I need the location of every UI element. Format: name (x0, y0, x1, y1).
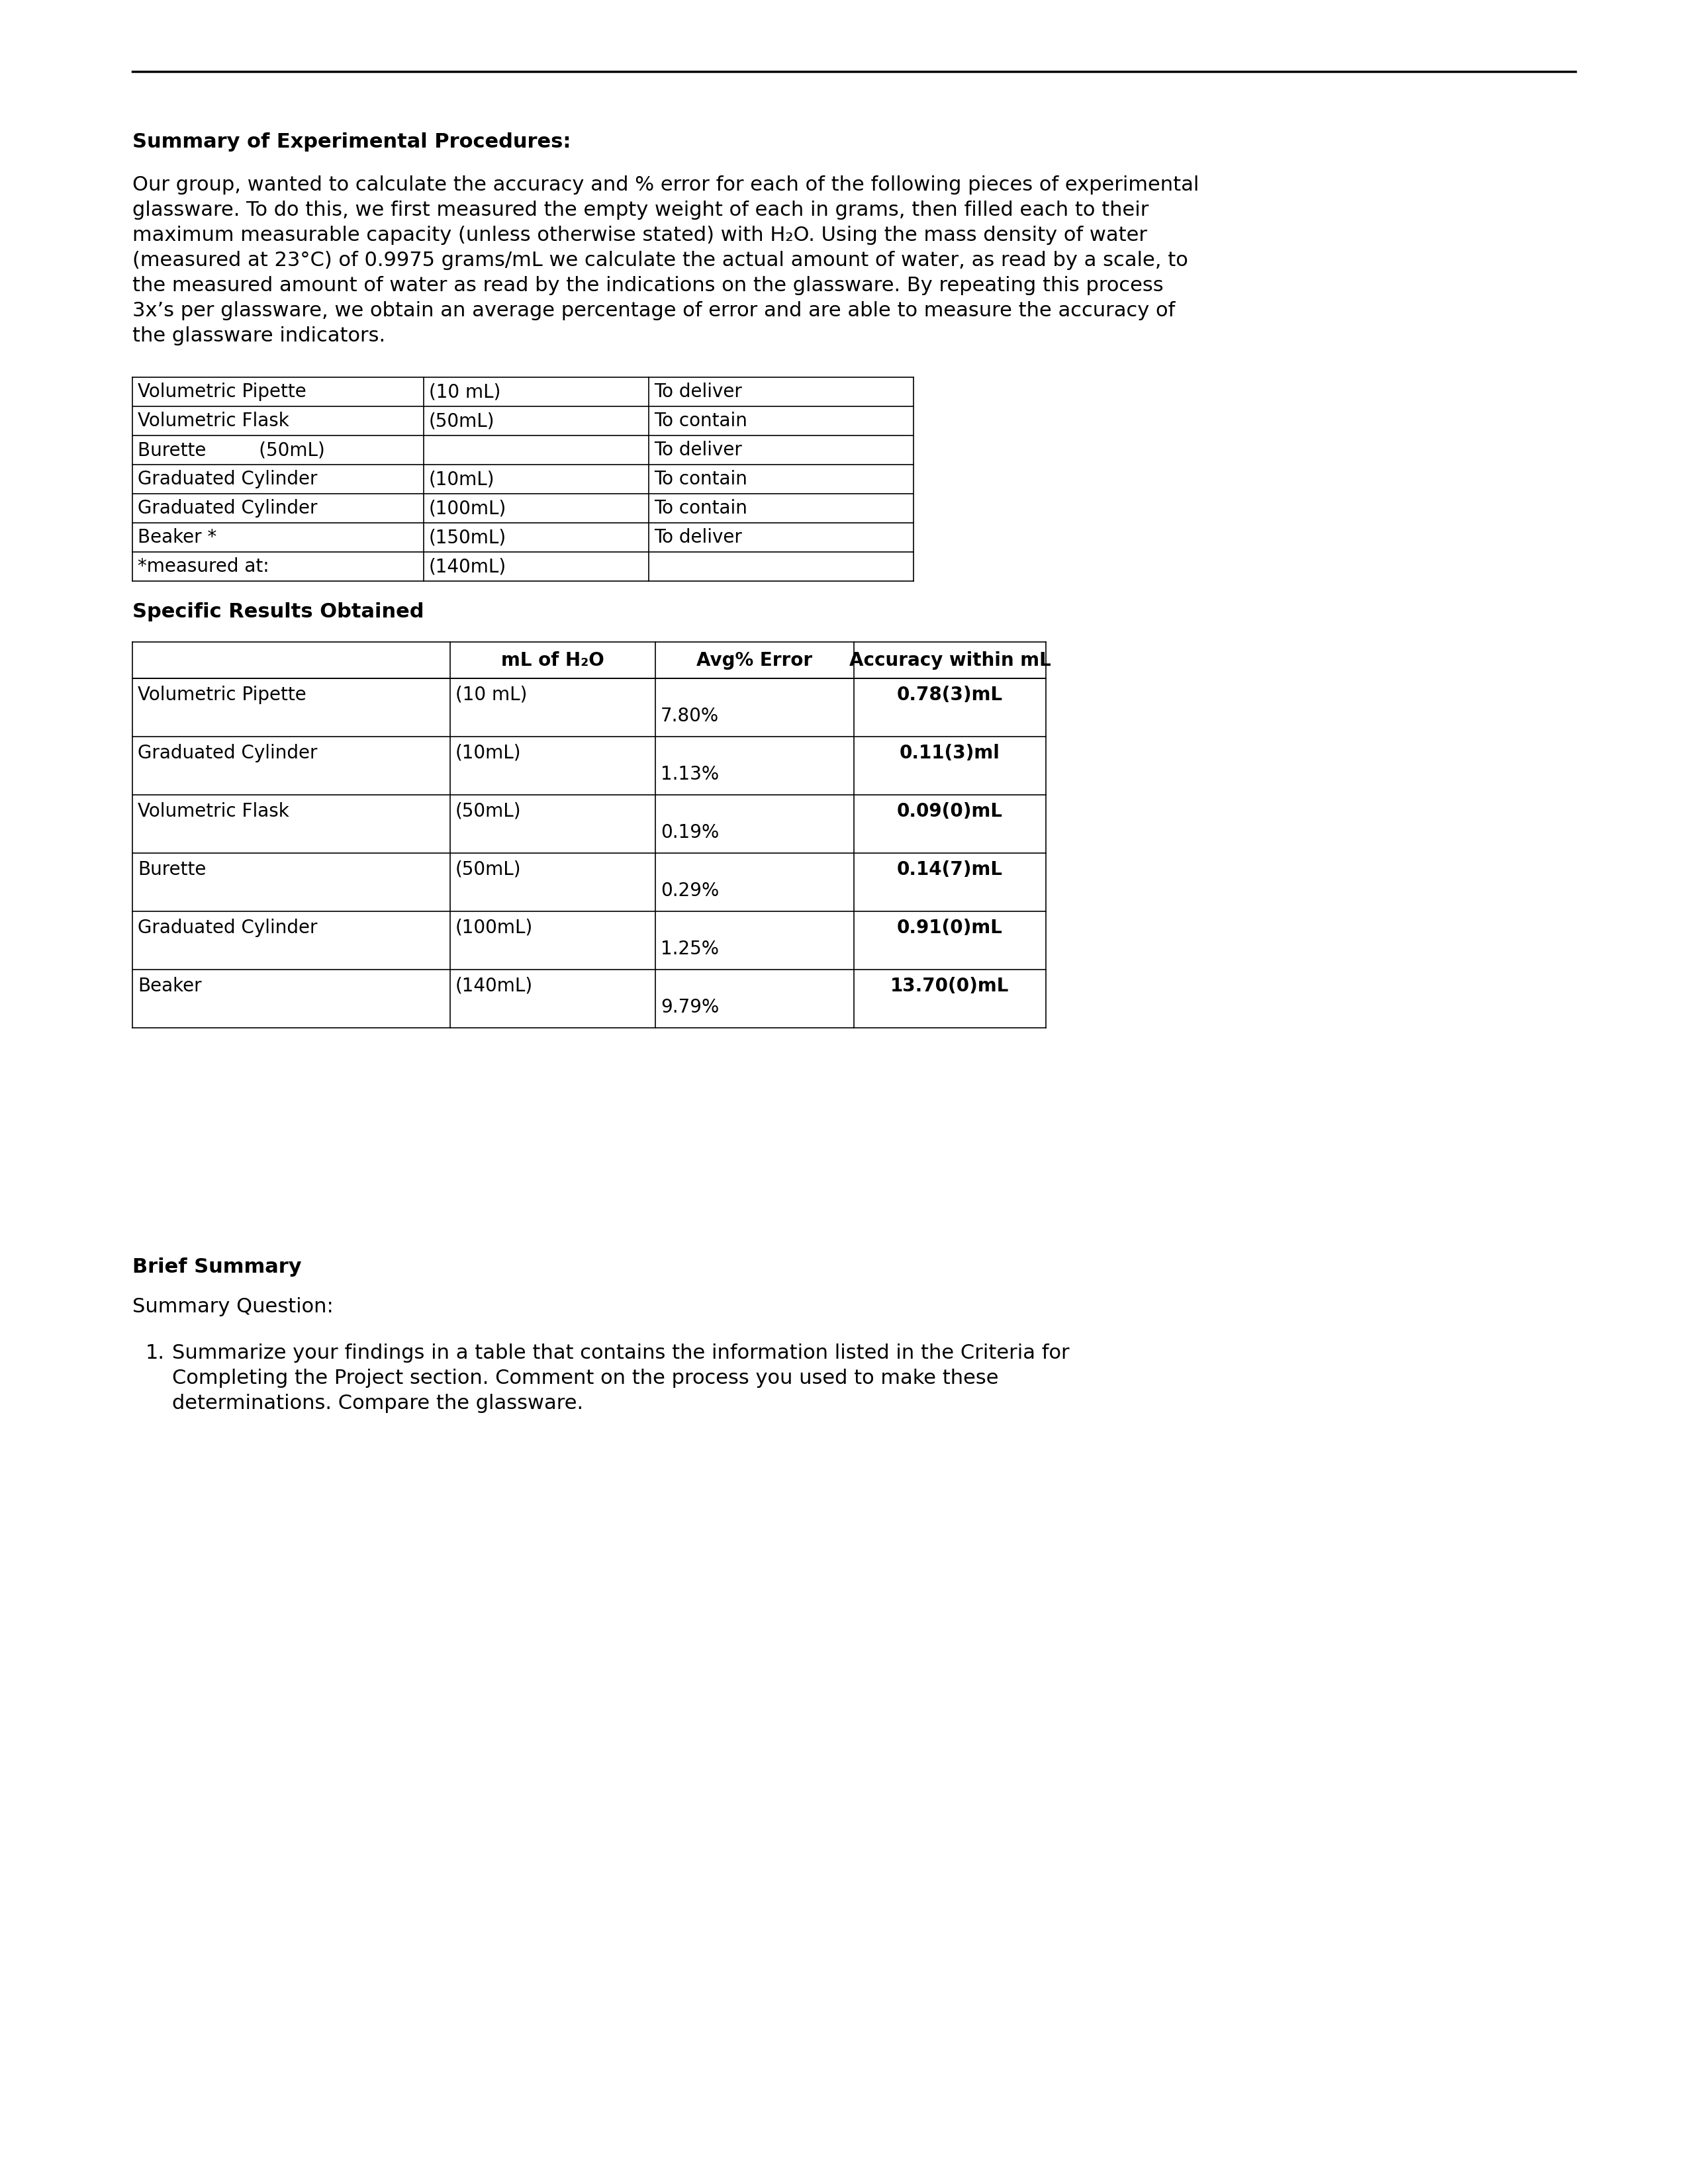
Text: (measured at 23°C) of 0.9975 grams/mL we calculate the actual amount of water, a: (measured at 23°C) of 0.9975 grams/mL we… (132, 251, 1188, 271)
Text: 1.25%: 1.25% (660, 939, 719, 959)
Text: To deliver: To deliver (653, 529, 743, 546)
Text: (50mL): (50mL) (456, 860, 522, 878)
Text: Volumetric Pipette: Volumetric Pipette (138, 382, 306, 402)
Text: (10 mL): (10 mL) (456, 686, 527, 703)
Text: Burette: Burette (138, 860, 206, 878)
Text: (100mL): (100mL) (456, 917, 533, 937)
Text: Graduated Cylinder: Graduated Cylinder (138, 917, 317, 937)
Text: Avg% Error: Avg% Error (697, 651, 812, 670)
Text: (150mL): (150mL) (429, 529, 506, 546)
Text: (50mL): (50mL) (429, 411, 495, 430)
Text: (140mL): (140mL) (456, 976, 533, 996)
Text: 13.70(0)mL: 13.70(0)mL (891, 976, 1009, 996)
Text: (50mL): (50mL) (456, 802, 522, 821)
Text: To deliver: To deliver (653, 382, 743, 402)
Text: 1.: 1. (145, 1343, 165, 1363)
Text: (140mL): (140mL) (429, 557, 506, 577)
Text: mL of H₂O: mL of H₂O (501, 651, 604, 670)
Text: 0.14(7)mL: 0.14(7)mL (896, 860, 1003, 878)
Text: Graduated Cylinder: Graduated Cylinder (138, 470, 317, 489)
Text: Completing the Project section. Comment on the process you used to make these: Completing the Project section. Comment … (172, 1369, 999, 1387)
Text: Accuracy within mL: Accuracy within mL (849, 651, 1050, 670)
Text: *measured at:: *measured at: (138, 557, 268, 577)
Text: Summarize your findings in a table that contains the information listed in the C: Summarize your findings in a table that … (172, 1343, 1070, 1363)
Text: 0.09(0)mL: 0.09(0)mL (896, 802, 1003, 821)
Text: the glassware indicators.: the glassware indicators. (132, 325, 385, 345)
Text: 7.80%: 7.80% (660, 708, 719, 725)
Text: Graduated Cylinder: Graduated Cylinder (138, 498, 317, 518)
Text: 1.13%: 1.13% (660, 764, 719, 784)
Text: 9.79%: 9.79% (660, 998, 719, 1018)
Text: 3x’s per glassware, we obtain an average percentage of error and are able to mea: 3x’s per glassware, we obtain an average… (132, 301, 1175, 321)
Text: Volumetric Flask: Volumetric Flask (138, 411, 289, 430)
Text: Our group, wanted to calculate the accuracy and % error for each of the followin: Our group, wanted to calculate the accur… (132, 175, 1198, 194)
Text: maximum measurable capacity (unless otherwise stated) with H₂O. Using the mass d: maximum measurable capacity (unless othe… (132, 225, 1148, 245)
Text: 0.29%: 0.29% (660, 882, 719, 900)
Text: 0.19%: 0.19% (660, 823, 719, 843)
Text: (100mL): (100mL) (429, 498, 506, 518)
Text: 0.91(0)mL: 0.91(0)mL (896, 917, 1003, 937)
Text: Summary of Experimental Procedures:: Summary of Experimental Procedures: (132, 133, 571, 151)
Text: 0.11(3)ml: 0.11(3)ml (900, 743, 1001, 762)
Text: (10 mL): (10 mL) (429, 382, 501, 402)
Text: 0.78(3)mL: 0.78(3)mL (896, 686, 1003, 703)
Text: To deliver: To deliver (653, 441, 743, 459)
Text: Summary Question:: Summary Question: (132, 1297, 334, 1317)
Text: the measured amount of water as read by the indications on the glassware. By rep: the measured amount of water as read by … (132, 275, 1163, 295)
Text: (10mL): (10mL) (456, 743, 522, 762)
Text: Volumetric Flask: Volumetric Flask (138, 802, 289, 821)
Text: Brief Summary: Brief Summary (132, 1258, 302, 1278)
Text: To contain: To contain (653, 470, 748, 489)
Text: glassware. To do this, we first measured the empty weight of each in grams, then: glassware. To do this, we first measured… (132, 201, 1150, 221)
Text: To contain: To contain (653, 498, 748, 518)
Text: Graduated Cylinder: Graduated Cylinder (138, 743, 317, 762)
Text: To contain: To contain (653, 411, 748, 430)
Text: Beaker *: Beaker * (138, 529, 216, 546)
Text: determinations. Compare the glassware.: determinations. Compare the glassware. (172, 1393, 584, 1413)
Text: Volumetric Pipette: Volumetric Pipette (138, 686, 306, 703)
Text: Specific Results Obtained: Specific Results Obtained (132, 603, 424, 622)
Text: Burette         (50mL): Burette (50mL) (138, 441, 324, 459)
Text: (10mL): (10mL) (429, 470, 495, 489)
Text: Beaker: Beaker (138, 976, 201, 996)
